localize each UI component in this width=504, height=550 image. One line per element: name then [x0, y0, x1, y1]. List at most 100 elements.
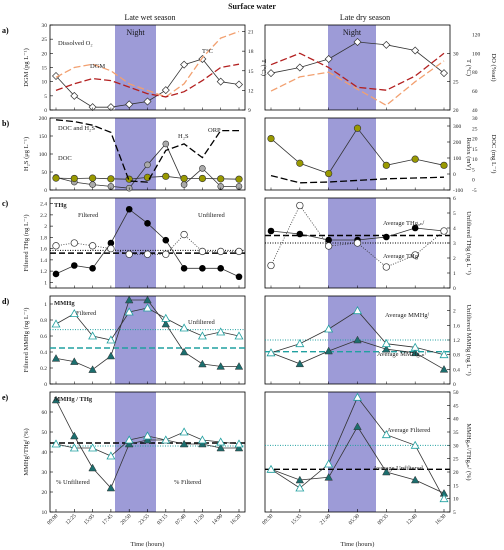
y-tick-label: 10: [42, 510, 48, 516]
data-point: [70, 357, 79, 365]
data-point: [143, 431, 152, 440]
data-point: [70, 431, 79, 440]
y2-tick-label: 50: [453, 390, 459, 396]
data-point: [88, 463, 97, 472]
data-point: [439, 365, 449, 373]
data-point: [199, 165, 206, 172]
data-point: [70, 174, 78, 183]
panel-label: c): [2, 199, 9, 208]
x-tick-label: 17:45: [101, 513, 114, 526]
data-point: [410, 475, 420, 484]
data-point: [179, 439, 189, 448]
annotation: DOC and H₂S: [58, 125, 95, 132]
data-point: [70, 91, 79, 100]
data-point: [161, 319, 171, 328]
data-point: [216, 77, 225, 86]
y-axis-label: H₂S (μg L⁻¹): [23, 137, 30, 171]
data-point: [216, 437, 226, 446]
y-tick-label: 30: [42, 470, 48, 476]
y3-tick-label: 80: [472, 70, 478, 76]
x-tick-label: 07:40: [174, 513, 187, 526]
data-point: [381, 339, 391, 348]
data-point: [88, 103, 97, 112]
data-point: [51, 439, 61, 448]
x-tick-label: 16:30: [434, 513, 447, 526]
y-axis-label: DGM (pg L⁻¹): [23, 48, 30, 87]
y3-tick-label: 30: [472, 116, 478, 122]
y2-tick-label: 15: [453, 483, 459, 489]
data-point: [198, 174, 206, 183]
y-axis-label: MMHgᶠ/THgᶠ (%): [23, 428, 30, 475]
y3-tick-label: 20: [472, 137, 478, 143]
y3-tick-label: 0: [472, 178, 475, 184]
y-axis-label: Filtered MMHg (ng L⁻¹): [23, 308, 30, 373]
data-point: [381, 430, 391, 439]
data-point: [234, 362, 244, 370]
data-point: [324, 459, 334, 468]
data-point: [382, 161, 390, 169]
y2-tick-label: 200: [453, 140, 462, 146]
night-band: [115, 25, 156, 110]
data-point: [295, 483, 305, 492]
x-tick-label: 23:55: [138, 513, 151, 526]
x-tick-label: 15:05: [83, 513, 96, 526]
data-point: [124, 295, 134, 304]
data-point: [89, 265, 96, 272]
data-point: [198, 439, 207, 448]
data-point: [234, 443, 244, 452]
data-point: [71, 262, 78, 269]
annotation: Average THgᶠ: [383, 253, 420, 260]
data-point: [89, 181, 96, 188]
y2-axis-label: Unfiltered MMHg (ng L⁻¹): [465, 304, 472, 375]
data-point: [382, 467, 391, 476]
y2-tick-label: 25: [453, 80, 459, 86]
annotation: Filtered: [78, 212, 99, 219]
panel-label: b): [2, 119, 9, 128]
y3-axis-label: DOC (mg L⁻¹): [490, 135, 497, 174]
data-point: [52, 72, 60, 80]
data-point: [296, 201, 304, 210]
annotation: Average MMHgᵤₙᶠ: [377, 351, 427, 358]
y2-tick-label: 40: [453, 417, 459, 423]
data-point: [353, 392, 362, 401]
y2-tick-label: 9: [248, 108, 251, 114]
y2-tick-label: 20: [453, 108, 459, 114]
x-axis-label: Time (hours): [341, 541, 375, 548]
data-point: [197, 331, 207, 340]
y-tick-label: 2.4: [40, 202, 47, 208]
data-point: [410, 440, 420, 449]
y3-tick-label: 60: [472, 89, 478, 95]
data-point: [217, 265, 224, 272]
y2-tick-label: 5: [453, 510, 456, 516]
data-point: [266, 464, 276, 473]
data-point: [180, 265, 188, 272]
annotation: Filtered: [76, 310, 97, 317]
data-point: [180, 181, 188, 188]
y-tick-label: 1.8: [40, 235, 47, 241]
annotation: ORP: [208, 127, 221, 134]
series-line: [270, 52, 445, 91]
annotation: Average Filtered: [387, 427, 431, 434]
y2-tick-label: 10: [453, 497, 459, 503]
y-tick-label: 20: [42, 490, 48, 496]
y2-tick-label: 100: [453, 156, 462, 162]
annotation: T°C: [202, 48, 213, 55]
data-point: [70, 239, 78, 247]
data-point: [88, 174, 97, 182]
night-band: [328, 25, 376, 110]
data-point: [411, 46, 420, 55]
panel-label: d): [2, 297, 9, 306]
data-point: [197, 435, 207, 444]
x-tick-label: 09:30: [261, 513, 274, 526]
data-point: [410, 348, 420, 357]
annotation: Unfiltered: [198, 212, 225, 219]
data-point: [267, 261, 275, 270]
y-tick-label: 1.6: [40, 247, 47, 253]
annotation: THg: [54, 202, 67, 209]
data-point: [235, 247, 243, 256]
x-tick-label: 15:35: [290, 513, 303, 526]
data-point: [411, 251, 419, 259]
data-point: [106, 451, 116, 460]
data-point: [52, 270, 60, 278]
